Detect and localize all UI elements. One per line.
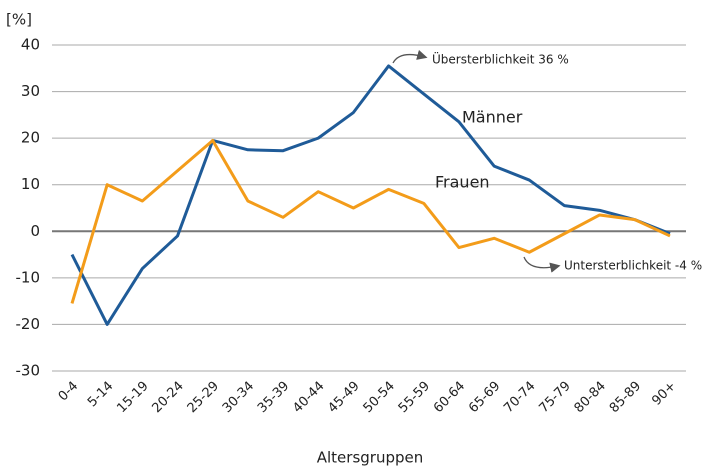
annotation: Untersterblichkeit -4 % — [564, 259, 702, 273]
x-tick-label: 5-14 — [85, 379, 116, 410]
x-tick-label: 0-4 — [56, 379, 82, 405]
x-tick-label: 40-44 — [290, 379, 327, 416]
y-tick-label: 40 — [21, 36, 40, 54]
x-tick-label: 25-29 — [185, 379, 222, 416]
x-tick-label: 55-59 — [396, 379, 433, 416]
x-tick-label: 65-69 — [466, 379, 503, 416]
x-tick-label: 75-79 — [536, 379, 573, 416]
x-tick-label: 80-84 — [572, 379, 609, 416]
y-tick-label: 10 — [21, 175, 40, 193]
annotation-arrow — [523, 256, 561, 273]
x-tick-label: 45-49 — [325, 379, 362, 416]
x-axis-label: Altersgruppen — [317, 449, 424, 467]
x-tick-label: 15-19 — [114, 379, 151, 416]
x-tick-label: 70-74 — [501, 379, 538, 416]
series-label: Frauen — [435, 173, 490, 192]
y-tick-label: 20 — [21, 129, 40, 147]
series-label: Männer — [462, 108, 523, 127]
annotation-arrow — [392, 49, 428, 64]
y-tick-label: 30 — [21, 82, 40, 100]
x-tick-label: 60-64 — [431, 379, 468, 416]
annotation: Übersterblichkeit 36 % — [432, 51, 569, 67]
y-tick-label: -20 — [16, 315, 41, 333]
line-series — [70, 138, 671, 304]
y-tick-label: 0 — [30, 222, 40, 240]
x-tick-label: 30-34 — [220, 379, 257, 416]
x-tick-label: 90+ — [649, 379, 679, 409]
x-tick-label: 20-24 — [150, 379, 187, 416]
y-tick-label: -30 — [16, 362, 41, 380]
y-unit-label: [%] — [6, 11, 32, 29]
y-tick-label: -10 — [16, 268, 41, 286]
x-tick-label: 35-39 — [255, 379, 292, 416]
x-tick-label: 50-54 — [361, 379, 398, 416]
x-tick-label: 85-89 — [607, 379, 644, 416]
line-series — [70, 64, 671, 326]
